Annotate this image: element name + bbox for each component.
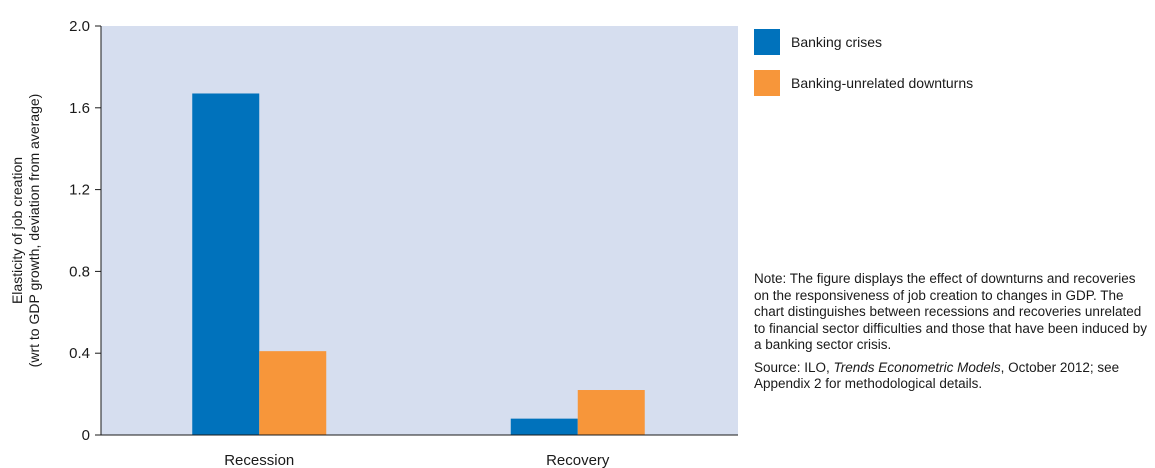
y-axis-title-line-1: Elasticity of job creation <box>9 157 25 304</box>
axes-group: 0 0.4 0.8 1.2 1.6 2.0 Recession Recovery <box>69 18 738 468</box>
bar-recovery-series-0 <box>510 418 578 435</box>
source-prefix: Source: ILO, <box>754 359 834 375</box>
legend-swatch-banking-crises <box>754 29 780 55</box>
figure-note: Note: The figure displays the effect of … <box>754 271 1149 399</box>
legend-label-banking-crises: Banking crises <box>791 34 883 50</box>
bar-chart: 0 0.4 0.8 1.2 1.6 2.0 Recession Recovery Elasti… <box>9 18 738 468</box>
source-suffix: , October 2012; see Appendix 2 for metho… <box>754 359 1120 392</box>
source-text: Source: ILO, Trends Econometric Models, … <box>754 360 1149 393</box>
legend-item-banking-unrelated: Banking-unrelated downturns <box>754 69 973 97</box>
legend: Banking crises Banking-unrelated downtur… <box>754 28 973 110</box>
y-tick-label: 1.2 <box>69 182 90 199</box>
y-tick-label: 2.0 <box>69 18 90 35</box>
legend-label-banking-unrelated: Banking-unrelated downturns <box>791 75 974 91</box>
y-tick-label: 0.8 <box>69 263 90 280</box>
bar-recession-series-1 <box>259 351 327 435</box>
note-text: Note: The figure displays the effect of … <box>754 271 1148 352</box>
y-axis-title-line-2: (wrt to GDP growth, deviation from avera… <box>26 94 42 368</box>
x-tick-label-recovery: Recovery <box>546 452 610 468</box>
bar-recession-series-0 <box>192 93 260 436</box>
y-tick-label: 1.6 <box>69 100 90 117</box>
legend-swatch-banking-unrelated <box>754 70 780 96</box>
source-title: Trends Econometric Models <box>833 359 1001 375</box>
legend-item-banking-crises: Banking crises <box>754 28 973 56</box>
bar-recovery-series-1 <box>577 390 645 435</box>
bars-group <box>192 93 645 436</box>
y-tick-label: 0 <box>82 427 90 444</box>
x-tick-label-recession: Recession <box>224 452 294 468</box>
y-tick-label: 0.4 <box>69 345 90 362</box>
